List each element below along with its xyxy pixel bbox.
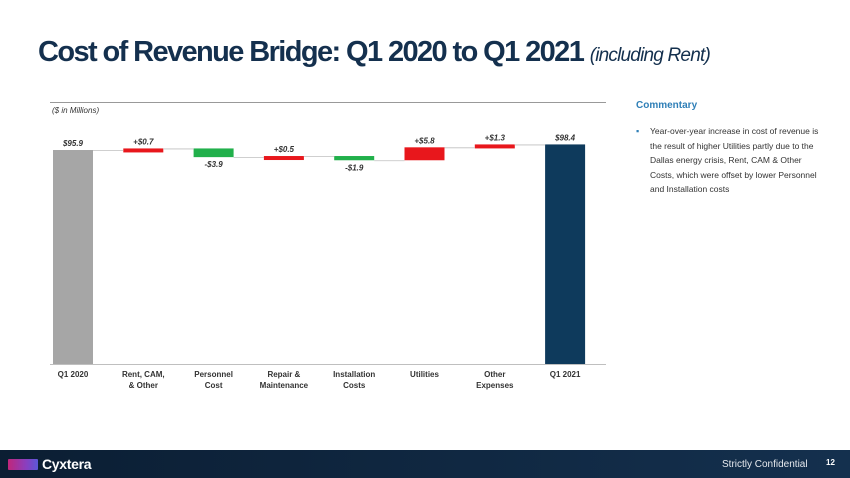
category-label-6-1: Expenses xyxy=(476,381,514,390)
bar-2 xyxy=(193,148,234,158)
bar-7 xyxy=(545,144,586,364)
commentary-heading: Commentary xyxy=(636,100,698,111)
category-label-4-0: Installation xyxy=(333,370,375,379)
data-label-4: -$1.9 xyxy=(345,163,364,172)
bar-5 xyxy=(404,147,445,161)
cyxtera-logo-icon xyxy=(8,459,38,470)
bar-1 xyxy=(123,148,164,153)
page-title: Cost of Revenue Bridge: Q1 2020 to Q1 20… xyxy=(38,36,711,69)
bullet-icon: ▪ xyxy=(636,126,640,136)
data-label-3: +$0.5 xyxy=(274,145,295,154)
logo-text: Cyxtera xyxy=(42,456,92,472)
category-label-2-1: Cost xyxy=(205,381,223,390)
data-label-5: +$5.8 xyxy=(414,136,435,145)
data-label-6: +$1.3 xyxy=(485,133,506,142)
category-label-3-1: Maintenance xyxy=(260,381,309,390)
page-number: 12 xyxy=(826,458,835,467)
commentary-text: Year-over-year increase in cost of reven… xyxy=(650,126,819,194)
bar-4 xyxy=(334,156,375,161)
category-label-3-0: Repair & xyxy=(267,370,300,379)
category-label-1-1: & Other xyxy=(129,381,158,390)
category-label-1-0: Rent, CAM, xyxy=(122,370,165,379)
data-label-0: $95.9 xyxy=(62,139,84,148)
bar-6 xyxy=(474,144,515,149)
title-subtitle: (including Rent) xyxy=(589,45,711,66)
category-label-6-0: Other xyxy=(484,370,505,379)
footer-bar: Cyxtera Strictly Confidential 12 xyxy=(0,450,850,478)
data-label-2: -$3.9 xyxy=(204,160,223,169)
title-main: Cost of Revenue Bridge: Q1 2020 to Q1 20… xyxy=(38,36,585,68)
waterfall-chart: $95.9 +$0.7 -$3.9 +$0.5 -$1.9 +$5.8 +$1.3 $98.4… xyxy=(50,133,606,390)
bar-3 xyxy=(263,156,304,161)
category-label-5-0: Utilities xyxy=(410,370,439,379)
confidential-label: Strictly Confidential xyxy=(722,459,808,470)
category-label-2-0: Personnel xyxy=(194,370,233,379)
commentary-item: ▪ Year-over-year increase in cost of rev… xyxy=(636,124,826,197)
data-label-7: $98.4 xyxy=(554,133,576,142)
data-label-1: +$0.7 xyxy=(133,137,154,146)
bar-0 xyxy=(53,150,93,364)
category-label-7-0: Q1 2021 xyxy=(550,370,581,379)
chart-divider xyxy=(50,102,606,103)
category-label-0-0: Q1 2020 xyxy=(58,370,89,379)
category-label-4-1: Costs xyxy=(343,381,366,390)
units-note: ($ in Millions) xyxy=(52,106,100,115)
